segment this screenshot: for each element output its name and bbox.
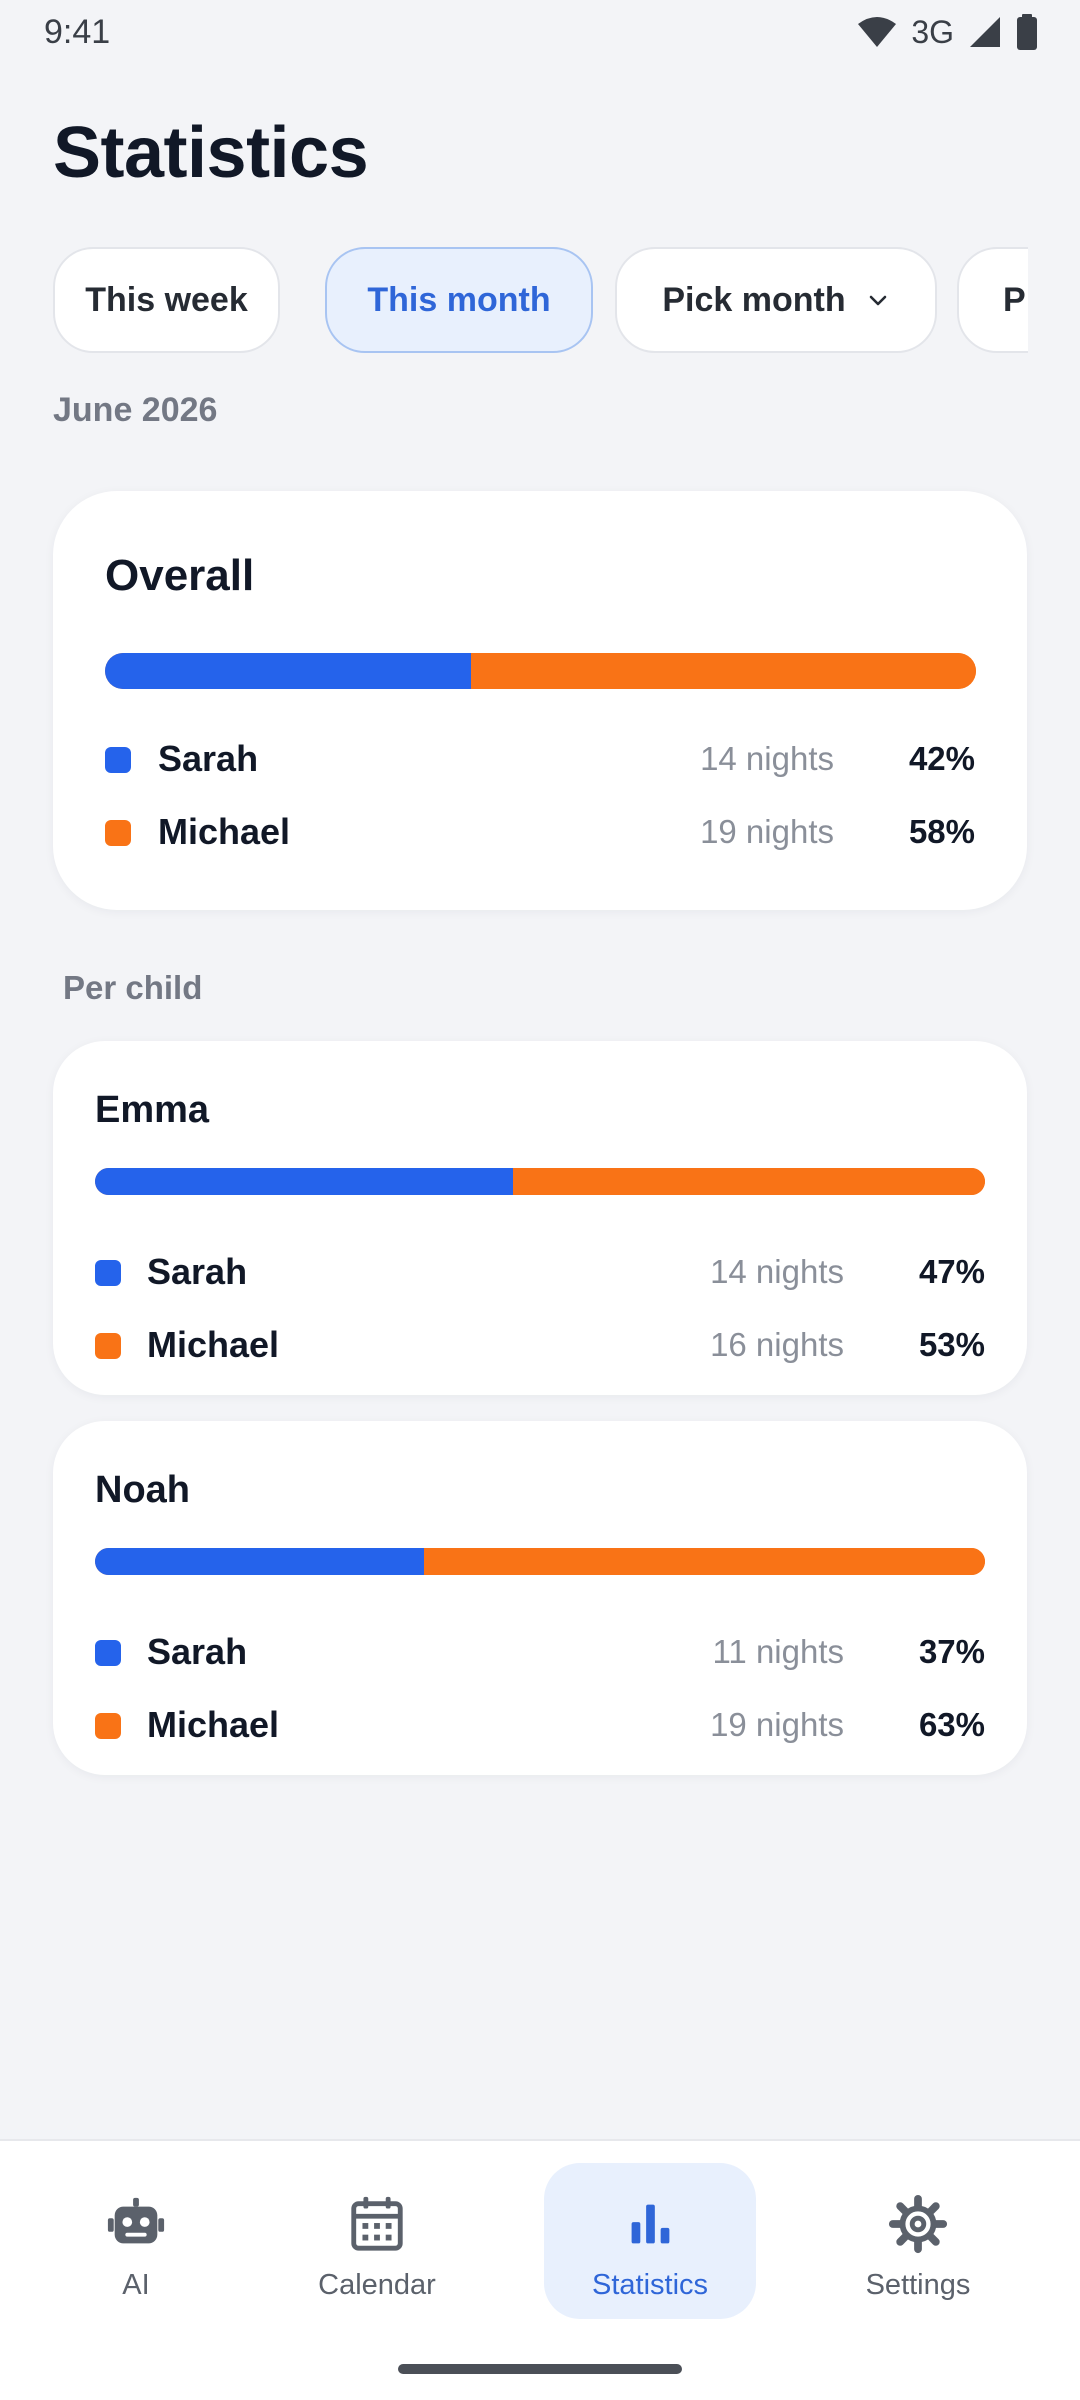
split-bar <box>95 1168 985 1195</box>
nights-count: 14 nights <box>710 1253 844 1290</box>
network-type: 3G <box>911 13 954 50</box>
chip-label: This week <box>85 280 248 319</box>
parent-name: Michael <box>158 811 291 852</box>
chip-label: Pi <box>1003 280 1028 319</box>
status-bar: 9:41 3G <box>0 0 1080 64</box>
parent-row-sarah: Sarah 11 nights 37% <box>53 1627 1027 1677</box>
calendar-icon <box>351 2196 403 2251</box>
parent-row-michael: Michael 16 nights 53% <box>53 1320 1027 1370</box>
child-name: Emma <box>95 1089 210 1131</box>
bottom-navigation: AI Calendar Statistics <box>0 2139 1080 2400</box>
chevron-down-icon <box>869 295 886 306</box>
parent-row-sarah: Sarah 14 nights 42% <box>53 734 1027 784</box>
percent-value: 53% <box>918 1326 985 1363</box>
legend-dot-blue <box>105 747 131 773</box>
nav-label: AI <box>122 2269 150 2301</box>
chip-label: Pick month <box>662 280 846 319</box>
nights-count: 19 nights <box>710 1706 844 1743</box>
card-title: Overall <box>105 551 255 600</box>
parent-name: Sarah <box>147 1251 248 1292</box>
split-bar <box>105 653 976 689</box>
split-bar-segment-sarah <box>105 653 471 689</box>
page-title: Statistics <box>53 113 369 193</box>
legend-dot-orange <box>105 820 131 846</box>
percent-value: 42% <box>908 740 975 777</box>
status-time: 9:41 <box>44 12 111 51</box>
split-bar-segment-sarah <box>95 1168 514 1195</box>
section-label-per-child: Per child <box>63 969 203 1006</box>
nights-count: 14 nights <box>700 740 834 777</box>
nav-item-settings[interactable]: Settings <box>812 2163 1024 2319</box>
parent-name: Sarah <box>158 738 259 779</box>
parent-name: Michael <box>147 1704 280 1745</box>
nav-label: Statistics <box>591 2269 709 2301</box>
status-icons: 3G <box>857 14 1038 51</box>
legend-dot-blue <box>95 1640 121 1666</box>
bar-chart-icon <box>631 2204 670 2244</box>
percent-value: 37% <box>918 1633 985 1670</box>
legend-dot-blue <box>95 1260 121 1286</box>
nights-count: 19 nights <box>700 813 834 850</box>
nights-count: 16 nights <box>710 1326 844 1363</box>
parent-row-sarah: Sarah 14 nights 47% <box>53 1247 1027 1297</box>
period-label: June 2026 <box>53 391 218 429</box>
robot-icon <box>107 2197 165 2244</box>
legend-dot-orange <box>95 1713 121 1739</box>
chip-pick-range[interactable]: Pi <box>957 247 1028 353</box>
nav-item-calendar[interactable]: Calendar <box>271 2163 483 2319</box>
wifi-icon <box>858 17 897 47</box>
percent-value: 58% <box>908 813 975 850</box>
parent-name: Sarah <box>147 1631 248 1672</box>
overall-card: Overall Sarah 14 nights 42% Michael 19 n… <box>53 491 1027 910</box>
parent-row-michael: Michael 19 nights 63% <box>53 1700 1027 1750</box>
signal-icon <box>970 17 1000 47</box>
home-indicator <box>398 2364 682 2374</box>
split-bar-segment-michael <box>513 1168 985 1195</box>
percent-value: 63% <box>918 1706 985 1743</box>
parent-name: Michael <box>147 1324 280 1365</box>
chip-pick-month[interactable]: Pick month <box>615 247 937 353</box>
child-card-emma: Emma Sarah 14 nights 47% Michael 16 nigh… <box>53 1041 1027 1395</box>
legend-dot-orange <box>95 1333 121 1359</box>
child-card-noah: Noah Sarah 11 nights 37% Michael 19 nigh… <box>53 1421 1027 1775</box>
split-bar-segment-sarah <box>95 1548 425 1575</box>
percent-value: 47% <box>918 1253 985 1290</box>
period-filter-chips: This week This month Pick month Pi <box>53 247 1028 355</box>
nights-count: 11 nights <box>712 1633 844 1670</box>
chip-this-week[interactable]: This week <box>53 247 280 353</box>
split-bar <box>95 1548 985 1575</box>
parent-row-michael: Michael 19 nights 58% <box>53 807 1027 857</box>
chip-label: This month <box>367 280 551 319</box>
split-bar-segment-michael <box>424 1548 985 1575</box>
nav-label: Calendar <box>318 2269 436 2301</box>
battery-icon <box>1017 14 1037 50</box>
gear-icon <box>888 2194 948 2254</box>
nav-item-ai[interactable]: AI <box>30 2163 242 2319</box>
split-bar-segment-michael <box>470 653 976 689</box>
child-name: Noah <box>95 1469 190 1511</box>
nav-item-statistics[interactable]: Statistics <box>544 2163 756 2319</box>
chip-this-month[interactable]: This month <box>325 247 593 353</box>
nav-label: Settings <box>865 2269 971 2301</box>
